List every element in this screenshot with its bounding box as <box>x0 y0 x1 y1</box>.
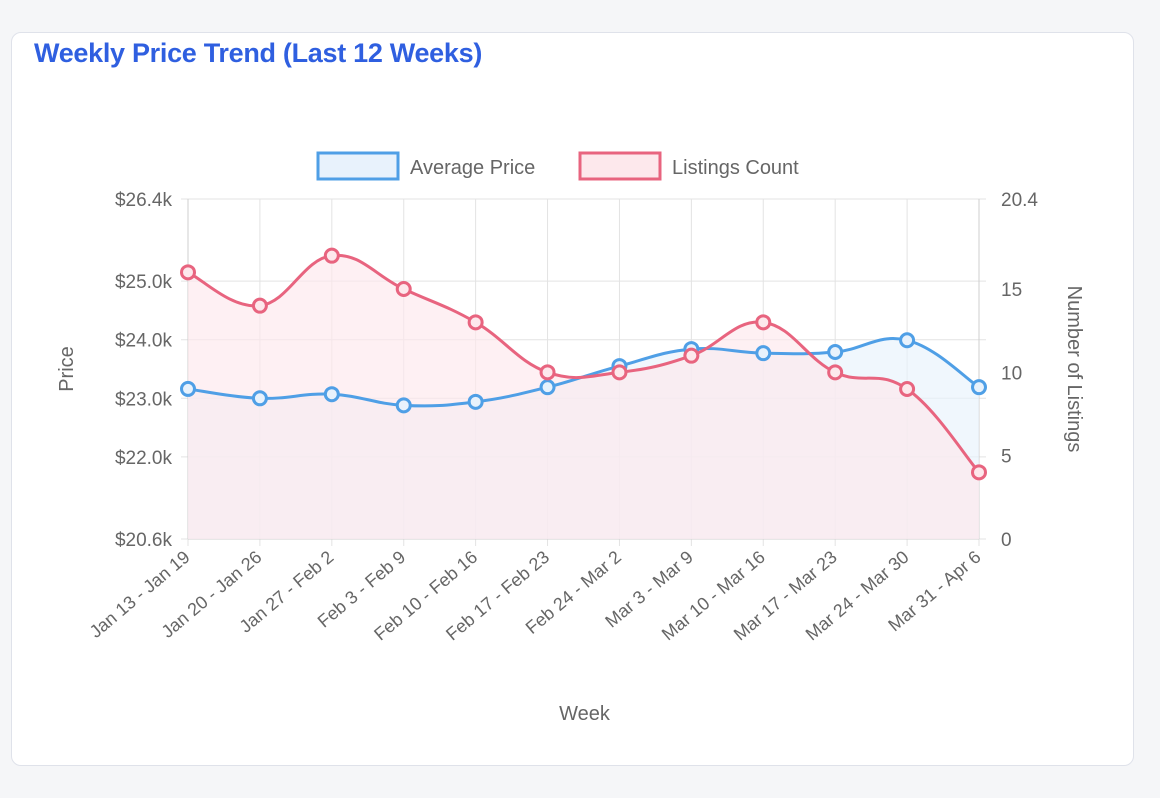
data-point <box>971 379 987 396</box>
data-point <box>899 332 916 349</box>
data-point <box>539 364 556 381</box>
data-point <box>755 345 772 362</box>
data-point <box>611 364 628 381</box>
data-point <box>827 344 844 360</box>
data-point <box>755 314 772 331</box>
y2-tick-label: 15 <box>1001 280 1022 301</box>
data-point <box>971 464 987 481</box>
y-tick-label: $26.4k <box>115 190 173 211</box>
y-tick-label: $22.0k <box>115 448 173 469</box>
data-point <box>467 393 484 410</box>
data-point <box>180 380 196 397</box>
y2-tick-label: 10 <box>1001 363 1022 384</box>
y-axis-title: Price <box>56 346 78 392</box>
chart-title: Weekly Price Trend (Last 12 Weeks) <box>34 38 483 68</box>
y2-tick-label: 20.4 <box>1001 190 1038 211</box>
data-point <box>323 247 340 264</box>
series-line-listings-count <box>187 253 981 474</box>
y2-tick-label: 0 <box>1001 530 1012 551</box>
data-point <box>467 314 484 331</box>
series-area-1 <box>188 255 979 539</box>
y-tick-label: $23.0k <box>115 389 173 410</box>
data-point <box>395 281 412 297</box>
data-point <box>899 381 916 397</box>
data-point <box>683 347 700 364</box>
y-tick-label: $25.0k <box>115 272 173 293</box>
y2-axis-title: Number of Listings <box>1063 286 1085 453</box>
legend-label: Average Price <box>410 157 535 179</box>
data-point <box>539 379 556 396</box>
legend-label: Listings Count <box>672 157 799 179</box>
legend-swatch <box>578 151 662 181</box>
y2-tick-label: 5 <box>1001 447 1012 468</box>
y-tick-label: $24.0k <box>115 331 173 352</box>
data-point <box>323 386 340 403</box>
data-point <box>251 297 268 314</box>
legend-swatch <box>316 151 400 181</box>
y-tick-label: $20.6k <box>115 530 173 551</box>
data-point <box>251 390 268 407</box>
data-point <box>395 397 412 414</box>
data-point <box>180 264 196 281</box>
data-point <box>827 364 844 381</box>
x-axis-title: Week <box>559 703 611 725</box>
